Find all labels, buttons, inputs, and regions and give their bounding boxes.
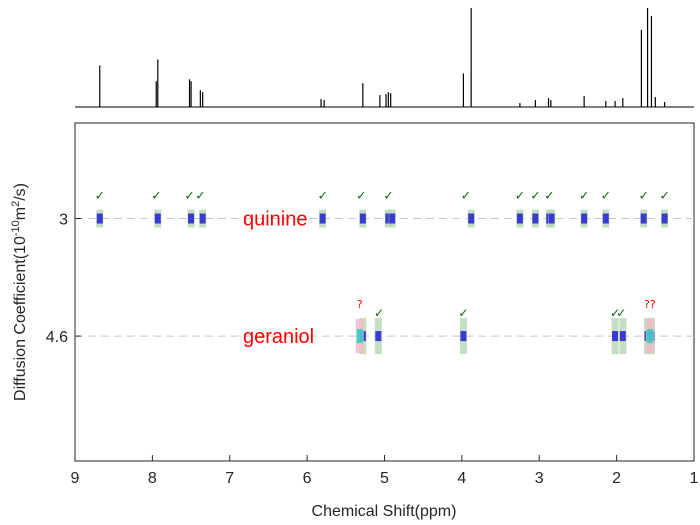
peak-spot bbox=[375, 331, 382, 342]
peak-spot bbox=[516, 213, 523, 224]
peak-spot bbox=[199, 213, 206, 224]
check-mark: ✓ bbox=[601, 189, 611, 203]
peak-spot bbox=[612, 331, 619, 342]
x-tick-label: 3 bbox=[535, 470, 544, 487]
check-mark: ✓ bbox=[184, 189, 194, 203]
x-tick-label: 1 bbox=[690, 470, 699, 487]
peak-spot bbox=[640, 213, 647, 224]
peak-spot bbox=[661, 213, 668, 224]
check-mark: ✓ bbox=[579, 189, 589, 203]
check-mark: ✓ bbox=[458, 306, 468, 320]
x-tick-label: 9 bbox=[71, 470, 80, 487]
check-mark: ✓ bbox=[356, 189, 366, 203]
x-tick-label: 6 bbox=[303, 470, 312, 487]
y-axis-title-part2: m bbox=[12, 207, 29, 220]
annotation-marks: ✓ ✓ ✓ ✓ ✓ ✓ ✓ ✓ ✓ ✓ ✓ ✓ ✓ ✓ ✓✓ ✓ ✓✓??? bbox=[95, 189, 670, 321]
peak-spot bbox=[96, 213, 103, 224]
question-mark: ? bbox=[357, 298, 363, 311]
uncertain-spot bbox=[646, 329, 653, 344]
check-mark: ✓ bbox=[374, 306, 384, 320]
x-axis-ticks: 9 8 7 6 5 4 3 2 1 bbox=[71, 455, 699, 487]
peak-spot bbox=[385, 213, 392, 224]
uncertain-spot bbox=[356, 329, 363, 344]
x-tick-label: 4 bbox=[457, 470, 466, 487]
peak-spot bbox=[460, 331, 467, 342]
peak-spot bbox=[548, 213, 555, 224]
peak-spot bbox=[532, 213, 539, 224]
y-tick-label: 4.6 bbox=[46, 329, 68, 346]
x-tick-label: 5 bbox=[380, 470, 389, 487]
top-1d-spectrum bbox=[75, 8, 694, 108]
question-mark: ?? bbox=[644, 298, 656, 311]
peak-spot bbox=[188, 213, 195, 224]
x-tick-label: 7 bbox=[225, 470, 234, 487]
check-mark: ✓ bbox=[318, 189, 328, 203]
x-tick-label: 8 bbox=[148, 470, 157, 487]
y-axis-title-part1: Diffusion Coefficient(10 bbox=[12, 236, 29, 401]
x-tick-label: 2 bbox=[612, 470, 621, 487]
peak-spot bbox=[581, 213, 588, 224]
check-mark: ✓ bbox=[660, 189, 670, 203]
y-axis-ticks: 34.6 bbox=[46, 212, 81, 346]
y-axis-title-part3: /s) bbox=[12, 183, 29, 201]
x-axis-title: Chemical Shift(ppm) bbox=[312, 503, 457, 520]
plot-area bbox=[74, 122, 695, 462]
peak-spot bbox=[619, 331, 626, 342]
peak-spots bbox=[96, 209, 669, 355]
peak-spot bbox=[319, 213, 326, 224]
check-mark: ✓ bbox=[383, 189, 393, 203]
check-mark: ✓ bbox=[95, 189, 105, 203]
y-axis-title-exponent1: -10 bbox=[10, 220, 22, 236]
peak-spot bbox=[468, 213, 475, 224]
check-mark: ✓ bbox=[530, 189, 540, 203]
peak-spot bbox=[602, 213, 609, 224]
y-axis-title: Diffusion Coefficient(10-10m2/s) bbox=[10, 183, 29, 401]
check-mark: ✓ bbox=[610, 306, 620, 320]
y-tick-label: 3 bbox=[59, 212, 68, 229]
check-mark: ✓ bbox=[151, 189, 161, 203]
peak-spot bbox=[154, 213, 161, 224]
compound-label-quinine: quinine bbox=[243, 209, 308, 231]
y-axis-title-exponent2: 2 bbox=[10, 201, 22, 207]
check-mark: ✓ bbox=[515, 189, 525, 203]
peak-spot bbox=[389, 213, 396, 224]
check-mark: ✓ bbox=[639, 189, 649, 203]
check-mark: ✓ bbox=[461, 189, 471, 203]
check-mark: ✓ bbox=[616, 306, 626, 320]
compound-label-geraniol: geraniol bbox=[243, 326, 314, 348]
peak-spot bbox=[359, 213, 366, 224]
check-mark: ✓ bbox=[544, 189, 554, 203]
check-mark: ✓ bbox=[195, 189, 205, 203]
